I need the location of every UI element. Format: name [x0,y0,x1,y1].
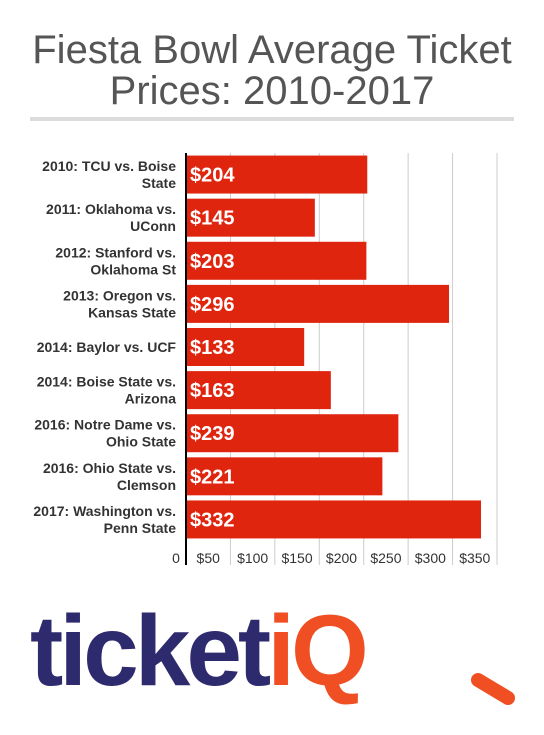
data-label: $332 [190,509,235,531]
x-tick-label: $350 [459,550,490,566]
category-label: 2011: Oklahoma vs. UConn [46,201,176,234]
x-tick-label: $50 [197,550,221,566]
category-label: 2017: Washington vs. Penn State [33,503,176,536]
x-tick-label: $250 [370,550,401,566]
x-tick-label: 0 [172,550,180,566]
category-label: 2014: Baylor vs. UCF [37,339,177,355]
ticketiq-logo: ticketiQ [30,595,515,705]
data-label: $145 [190,208,235,230]
logo-ticket: ticket [30,595,271,705]
bar [186,328,305,366]
data-label: $203 [190,251,235,273]
category-label: 2016: Notre Dame vs. Ohio State [34,417,176,450]
data-label: $163 [190,380,235,402]
category-label: 2012: Stanford vs. Oklahoma St [55,244,176,277]
bar [186,284,450,323]
chart-title: Fiesta Bowl Average Ticket Prices: 2010-… [32,28,512,113]
magnifier-handle-icon [471,673,515,705]
x-tick-label: $200 [326,550,357,566]
x-tick-label: $150 [281,550,312,566]
data-label: $204 [190,165,235,187]
bar [186,414,399,453]
bar [186,371,331,410]
logo-iq: iQ [267,595,365,705]
data-label: $133 [190,337,235,359]
bar-chart: $204 2010: TCU vs. Boise State $145 2011: Ok… [33,153,498,566]
category-label: 2013: Oregon vs. Kansas State [63,287,176,320]
bar [186,457,383,496]
bar [186,241,367,280]
logo-text-main: ticketiQ [30,595,365,705]
bar [186,500,482,539]
data-label: $296 [190,294,235,316]
category-label: 2010: TCU vs. Boise State [42,158,176,191]
bar [186,155,368,194]
title-divider [30,117,514,121]
x-tick-label: $100 [237,550,268,566]
bar [186,198,315,237]
x-tick-label: $300 [415,550,446,566]
data-label: $239 [190,423,235,445]
category-label: 2014: Boise State vs. Arizona [37,374,177,407]
category-label: 2016: Ohio State vs. Clemson [43,460,176,493]
data-label: $221 [190,466,235,488]
